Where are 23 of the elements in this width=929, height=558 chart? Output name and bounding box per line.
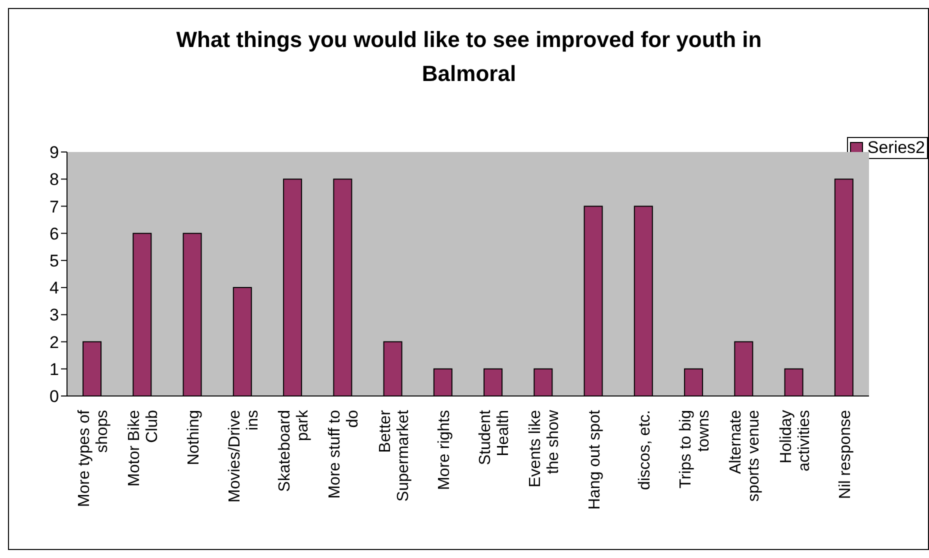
x-tick-label: Student Health — [477, 409, 512, 466]
y-tick-label: 6 — [50, 224, 59, 244]
x-tick-label: Movies/Drive ins — [226, 410, 262, 502]
x-tick-label: Events like the show — [527, 410, 562, 488]
y-tick-label: 2 — [50, 332, 59, 352]
y-tick-label: 8 — [50, 170, 59, 190]
y-tick-label: 0 — [50, 387, 59, 406]
x-tick-label: More types of shops — [76, 409, 112, 507]
x-tick-label: Skateboard park — [276, 409, 312, 492]
x-tick-label: Nil response — [836, 410, 854, 499]
x-tick-label: Nothing — [185, 410, 202, 466]
chart-title: What things you would like to see improved for youth in Balmoral — [175, 26, 763, 88]
x-tick-label: Hang out spot — [586, 409, 604, 510]
y-tick-label: 1 — [50, 360, 59, 379]
x-tick-label: discos, etc. — [636, 410, 654, 490]
legend-label: Series2 — [850, 138, 925, 158]
y-tick-label: 5 — [50, 251, 59, 270]
y-tick-label: 7 — [50, 197, 59, 216]
x-tick-label: More stuff to do — [326, 410, 362, 499]
x-tick-label: More rights — [436, 410, 453, 490]
y-tick-label: 3 — [50, 306, 59, 325]
y-tick-label: 4 — [50, 278, 59, 298]
y-tick-label: 9 — [50, 143, 59, 162]
